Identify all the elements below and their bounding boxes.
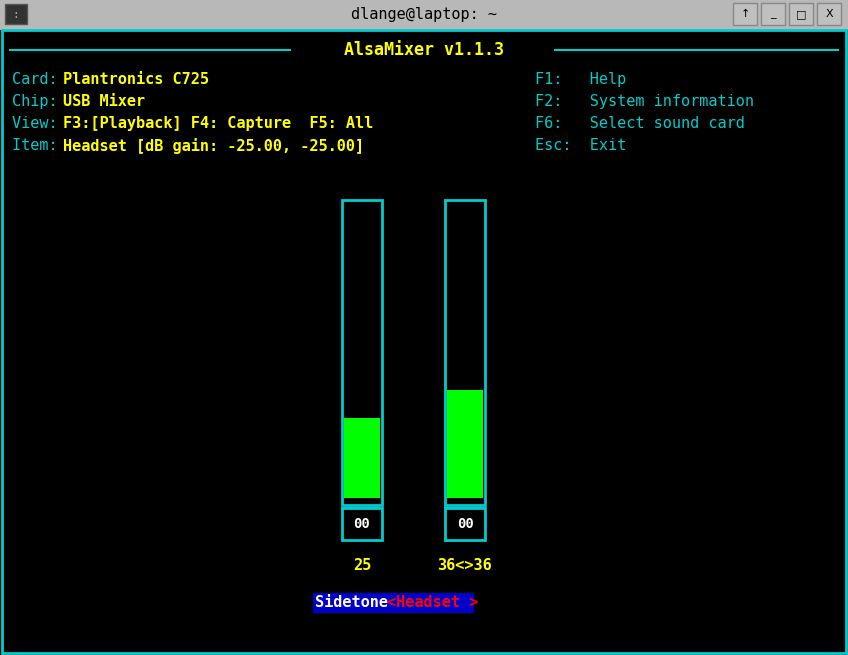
Text: F1:   Help: F1: Help [535, 72, 627, 87]
Text: Sidetone: Sidetone [315, 595, 388, 610]
Bar [342, 200, 382, 505]
Text: 36<>36: 36<>36 [438, 558, 493, 573]
Bar [342, 508, 382, 540]
Text: Plantronics C725: Plantronics C725 [63, 72, 209, 87]
Text: Card:: Card: [12, 72, 67, 87]
Text: □: □ [795, 9, 806, 19]
Text: F6:   Select sound card: F6: Select sound card [535, 116, 745, 131]
Bar [817, 3, 841, 25]
Bar [313, 593, 385, 613]
Text: :: : [13, 10, 20, 20]
Bar [445, 200, 485, 505]
Text: _: _ [770, 9, 776, 19]
Text: Item:: Item: [12, 138, 67, 153]
Text: 00: 00 [354, 517, 371, 531]
Bar [0, 0, 848, 30]
Bar [761, 3, 785, 25]
Bar [445, 508, 485, 540]
Text: dlange@laptop: ~: dlange@laptop: ~ [351, 7, 497, 22]
Bar [385, 593, 474, 613]
Bar [5, 4, 27, 24]
Bar [344, 418, 380, 498]
Text: X: X [825, 9, 833, 19]
Text: F2:   System information: F2: System information [535, 94, 754, 109]
Text: AlsaMixer v1.1.3: AlsaMixer v1.1.3 [344, 41, 504, 59]
Text: 00: 00 [456, 517, 473, 531]
Text: 25: 25 [353, 558, 371, 573]
Text: ↑: ↑ [740, 9, 750, 19]
Bar [733, 3, 757, 25]
Text: Esc:  Exit: Esc: Exit [535, 138, 627, 153]
Bar [789, 3, 813, 25]
Text: F3:[Playback] F4: Capture  F5: All: F3:[Playback] F4: Capture F5: All [63, 116, 373, 131]
Text: <Headset >: <Headset > [387, 595, 478, 610]
Text: View:: View: [12, 116, 67, 131]
Text: Headset [dB gain: -25.00, -25.00]: Headset [dB gain: -25.00, -25.00] [63, 138, 364, 154]
Text: Chip:: Chip: [12, 94, 67, 109]
Text: USB Mixer: USB Mixer [63, 94, 145, 109]
Bar [447, 390, 483, 498]
